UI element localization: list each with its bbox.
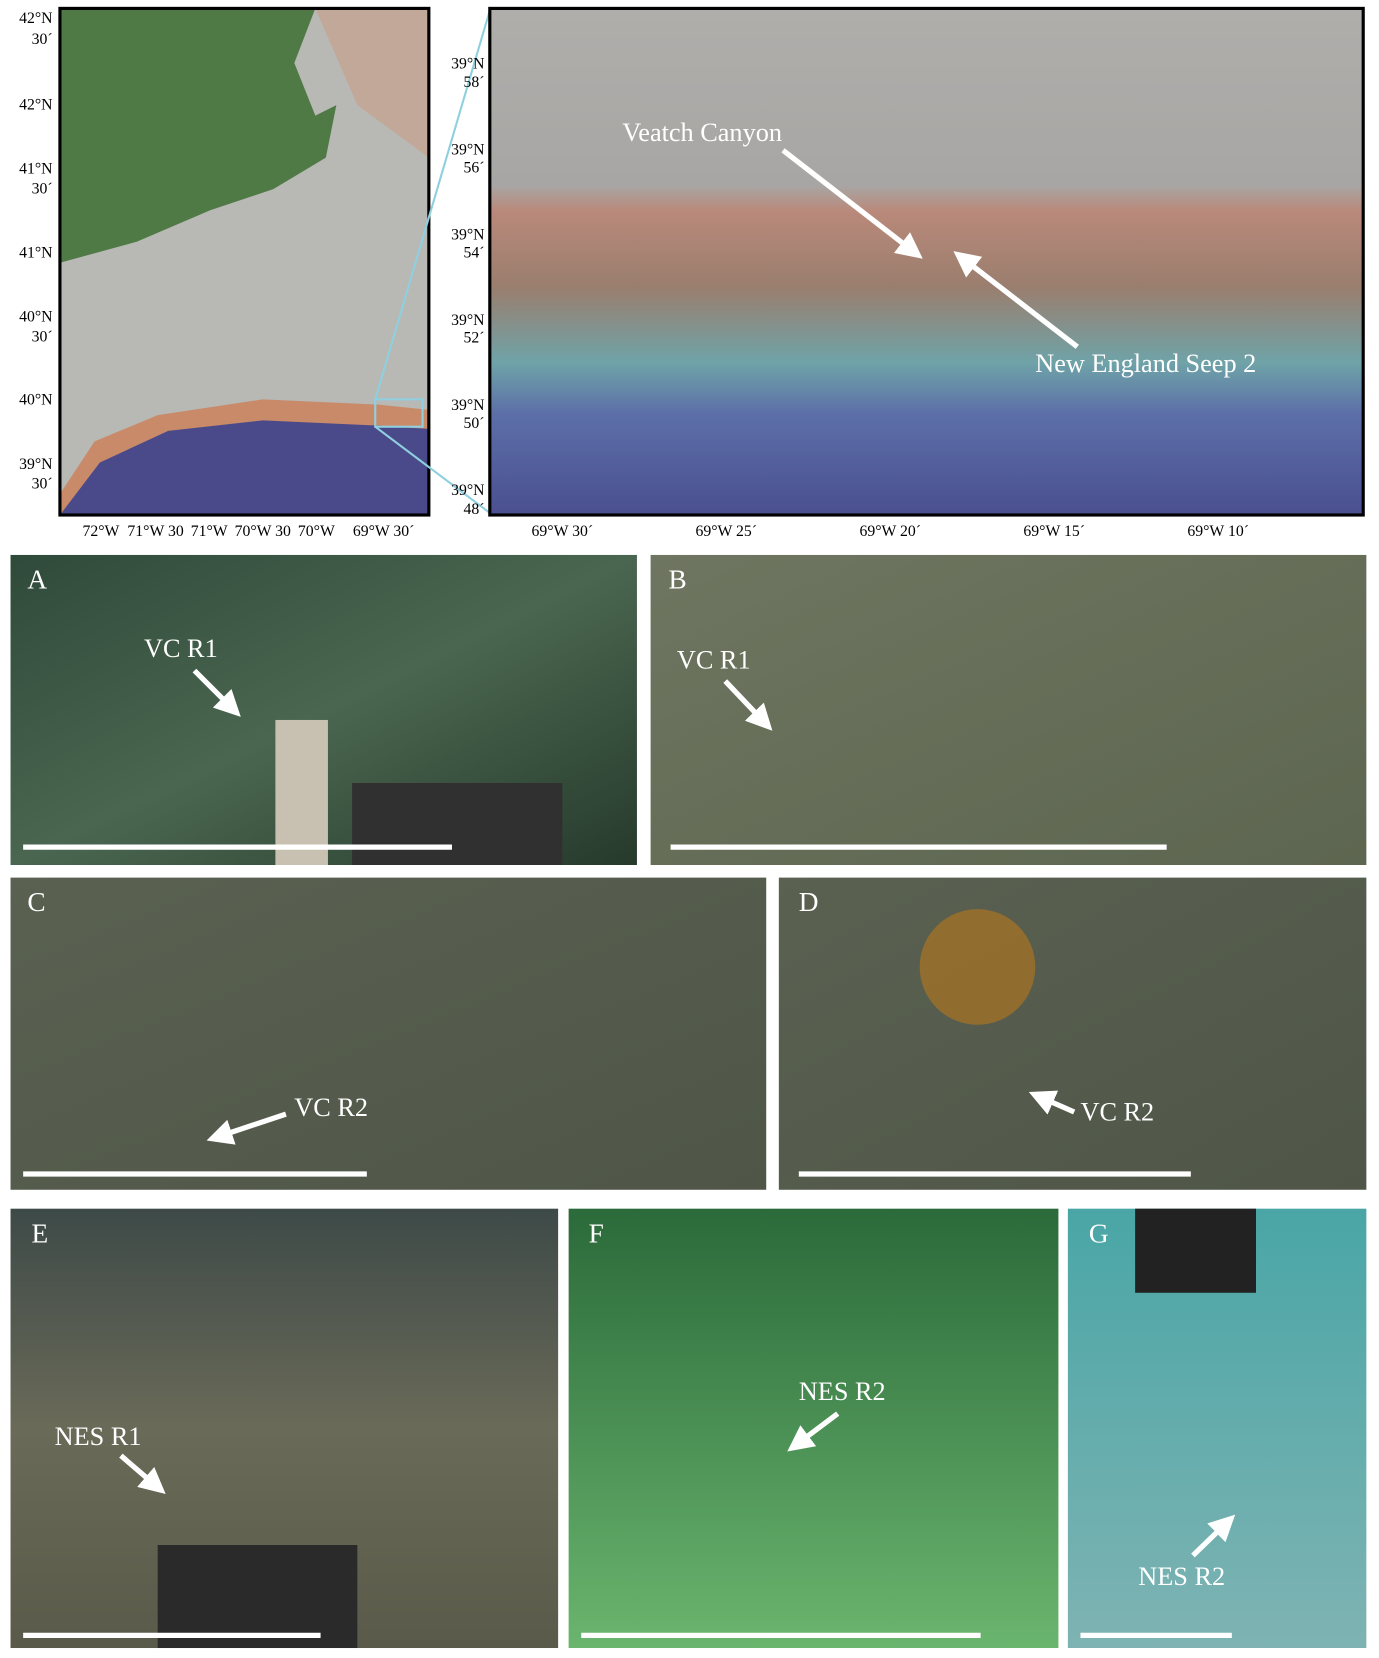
overview-y-labels: 42°N 30´ 42°N 41°N 30´ 41°N 40°N 30´ 40°… <box>19 10 53 493</box>
y-tick-label: 40°N <box>19 392 53 409</box>
panel-letter: E <box>32 1218 49 1248</box>
x-tick-label: 70°W <box>298 523 335 540</box>
panel-d: D VC R2 <box>779 878 1367 1190</box>
shape <box>569 1209 1059 1648</box>
y-tick-label: 41°N <box>19 245 53 262</box>
x-tick-label: 69°W 20´ <box>859 523 921 540</box>
y-tick-label: 54´ <box>464 245 485 262</box>
x-tick-label: 71°W <box>191 523 228 540</box>
y-tick-label: 30´ <box>32 329 53 346</box>
panel-letter: G <box>1089 1218 1109 1248</box>
y-tick-label: 42°N <box>19 96 53 113</box>
x-tick-label: 70°W 30 <box>235 523 291 540</box>
y-tick-label: 50´ <box>464 415 485 432</box>
shape <box>779 878 1367 1190</box>
x-tick-label: 69°W 15´ <box>1023 523 1085 540</box>
y-tick-label: 41°N <box>19 160 53 177</box>
y-tick-label: 48´ <box>464 501 485 518</box>
shape <box>158 1545 358 1648</box>
x-tick-label: 72°W <box>82 523 119 540</box>
panel-c: C VC R2 <box>11 878 767 1190</box>
y-tick-label: 39°N <box>19 456 53 473</box>
detail-map: Veatch Canyon New England Seep 2 <box>490 8 1363 515</box>
panel-label: NES R2 <box>799 1377 886 1406</box>
y-tick-label: 56´ <box>464 159 485 176</box>
y-tick-label: 39°N <box>451 227 485 244</box>
panel-label: NES R2 <box>1138 1562 1225 1591</box>
panel-b: B VC R1 <box>651 555 1367 865</box>
panel-label: VC R1 <box>144 634 218 663</box>
annotation: New England Seep 2 <box>1035 349 1256 378</box>
shape <box>651 555 1367 865</box>
y-tick-label: 58´ <box>464 74 485 91</box>
y-tick-label: 39°N <box>451 142 485 159</box>
y-tick-label: 30´ <box>32 31 53 48</box>
panel-letter: F <box>589 1218 604 1248</box>
y-tick-label: 52´ <box>464 330 485 347</box>
shape <box>920 909 1036 1025</box>
x-tick-label: 69°W 30´ <box>532 523 594 540</box>
shape <box>352 783 562 865</box>
x-tick-label: 71°W 30 <box>127 523 183 540</box>
y-tick-label: 30´ <box>32 180 53 197</box>
figure: 42°N 30´ 42°N 41°N 30´ 41°N 40°N 30´ 40°… <box>0 0 1379 1658</box>
panel-label: VC R2 <box>294 1093 368 1122</box>
panel-a: A VC R1 <box>11 555 637 865</box>
detail-x-labels: 69°W 30´ 69°W 25´ 69°W 20´ 69°W 15´ 69°W… <box>532 523 1249 540</box>
y-tick-label: 40°N <box>19 309 53 326</box>
x-tick-label: 69°W 10´ <box>1187 523 1249 540</box>
x-tick-label: 69°W 25´ <box>696 523 758 540</box>
overview-x-labels: 72°W 71°W 30 71°W 70°W 30 70°W 69°W 30´ <box>82 523 414 540</box>
y-tick-label: 30´ <box>32 476 53 493</box>
panel-e: E NES R1 <box>11 1209 559 1648</box>
annotation: Veatch Canyon <box>622 118 782 147</box>
shape <box>275 720 328 865</box>
shape <box>1135 1209 1256 1293</box>
panel-letter: A <box>27 565 47 595</box>
panel-label: VC R2 <box>1080 1097 1154 1126</box>
y-tick-label: 39°N <box>451 55 485 72</box>
shape <box>490 8 1363 515</box>
y-tick-label: 39°N <box>451 397 485 414</box>
y-tick-label: 39°N <box>451 312 485 329</box>
y-tick-label: 39°N <box>451 482 485 499</box>
panel-letter: C <box>27 887 45 917</box>
panel-g: G NES R2 <box>1068 1209 1366 1648</box>
panel-f: F NES R2 <box>569 1209 1059 1648</box>
panel-label: VC R1 <box>677 645 751 674</box>
shape <box>11 878 767 1190</box>
overview-map <box>60 8 490 515</box>
panel-label: NES R1 <box>55 1422 142 1451</box>
panel-letter: D <box>799 887 819 917</box>
panel-letter: B <box>668 565 686 595</box>
x-tick-label: 69°W 30´ <box>353 523 415 540</box>
y-tick-label: 42°N <box>19 10 53 27</box>
